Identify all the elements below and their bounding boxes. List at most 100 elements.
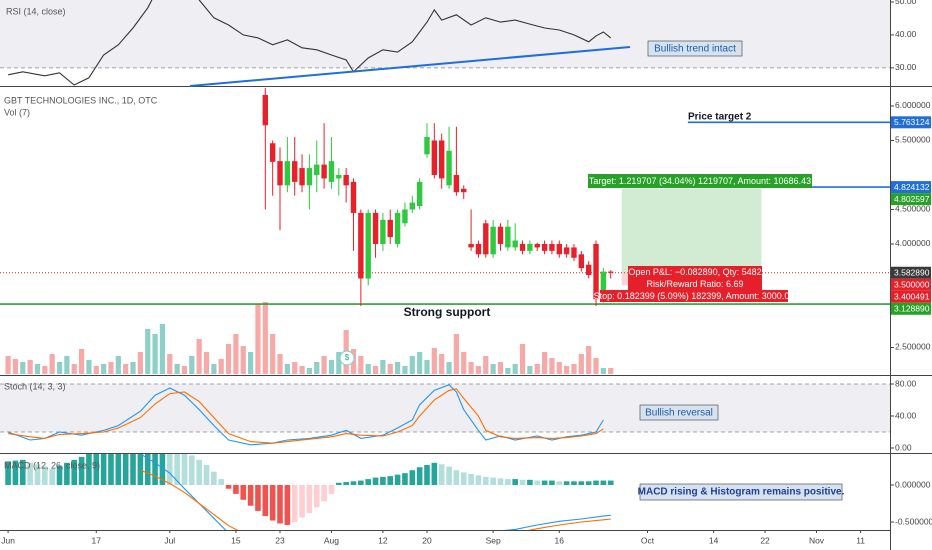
- histogram-bar: [27, 462, 33, 486]
- volume-bar: [130, 362, 136, 374]
- panel: [0, 0, 890, 86]
- target-label: Target: 1.219707 (34.04%) 1219707, Amoun…: [589, 176, 811, 186]
- volume-bar: [358, 356, 364, 374]
- volume-bar: [505, 368, 511, 374]
- histogram-bar: [541, 480, 548, 486]
- candle-body: [512, 240, 518, 248]
- panel-subtitle: Vol (7): [4, 107, 30, 117]
- histogram-bar: [556, 481, 563, 486]
- histogram-bar: [497, 478, 504, 486]
- volume-bar: [49, 354, 55, 374]
- annotation-box: [639, 404, 719, 421]
- candle-body: [608, 271, 614, 273]
- histogram-bar: [585, 481, 592, 486]
- histogram-bar: [343, 482, 349, 486]
- y-tick-label: 0.000000: [895, 479, 931, 489]
- candle-body: [527, 243, 533, 251]
- histogram-bar: [277, 485, 283, 524]
- candle-body: [365, 212, 371, 279]
- volume-bar: [137, 352, 143, 374]
- panel: [0, 383, 890, 446]
- volume-bar: [564, 366, 570, 374]
- volume-bar: [394, 362, 401, 374]
- histogram-bar: [86, 454, 92, 486]
- histogram-bar: [269, 485, 276, 521]
- volume-bar: [299, 366, 305, 374]
- annotation: Bullish trend intact: [654, 44, 736, 55]
- histogram-bar: [365, 479, 371, 486]
- volume-bar: [292, 362, 298, 374]
- volume-bar: [27, 360, 33, 374]
- histogram-bar: [19, 459, 26, 486]
- histogram-bar: [527, 479, 533, 486]
- price-tag: [891, 193, 931, 206]
- volume-bar: [512, 364, 518, 374]
- volume-bar: [534, 364, 540, 374]
- candle-body: [284, 161, 291, 186]
- histogram-bar: [233, 485, 239, 494]
- x-tick-label: 22: [760, 535, 770, 545]
- histogram-bar: [460, 472, 467, 486]
- histogram-bar: [93, 454, 100, 486]
- price-tag-label: 5.763124: [894, 117, 930, 127]
- dividend-icon[interactable]: [339, 350, 355, 366]
- candle-body: [490, 226, 496, 255]
- candle-body: [394, 212, 401, 244]
- histogram-bar: [593, 480, 599, 486]
- histogram-bar: [108, 454, 114, 486]
- candle-body: [593, 243, 599, 300]
- volume-bar: [262, 302, 268, 374]
- y-tick-label: 40.00: [895, 29, 917, 39]
- volume-bar: [159, 324, 166, 374]
- price-tag-label: 3.500000: [894, 280, 930, 290]
- histogram-bar: [225, 485, 232, 489]
- volume-bar: [64, 356, 70, 374]
- volume-bar: [468, 362, 474, 374]
- x-tick-label: Aug: [324, 535, 339, 545]
- panel-title: Stoch (14, 3, 3): [4, 381, 66, 391]
- x-tick-label: 11: [856, 535, 865, 545]
- price-tag: [891, 266, 931, 279]
- volume-bar: [306, 368, 313, 374]
- volume-bar: [380, 360, 386, 374]
- histogram-bar: [328, 485, 335, 494]
- candle-body: [343, 174, 349, 186]
- volume-bar: [270, 334, 276, 374]
- volume-bar: [519, 344, 526, 374]
- histogram-bar: [262, 485, 269, 517]
- histogram-bar: [181, 454, 188, 486]
- pnl-label-box: [628, 266, 762, 278]
- volume-bar: [34, 364, 41, 374]
- x-tick-label: 12: [378, 535, 388, 545]
- histogram-bar: [519, 479, 526, 486]
- volume-bar: [446, 362, 452, 374]
- candle-body: [563, 247, 570, 255]
- volume-bar: [225, 344, 232, 374]
- x-tick-label: 14: [709, 535, 719, 545]
- histogram-bar: [159, 454, 166, 486]
- volume-bar: [461, 352, 467, 374]
- volume-bar: [321, 356, 327, 374]
- histogram-bar: [409, 470, 416, 486]
- candle-body: [453, 174, 460, 193]
- series-line: [8, 388, 604, 444]
- histogram-bar: [534, 480, 541, 486]
- histogram-bar: [372, 477, 379, 486]
- volume-bar: [608, 368, 614, 374]
- histogram-bar: [130, 454, 136, 486]
- histogram-bar: [12, 460, 19, 486]
- candle-body: [416, 181, 423, 207]
- price-tag: [891, 302, 931, 315]
- histogram-bar: [490, 477, 496, 486]
- pnl-label: Open P&L: −0.082890, Qty: 5482: [628, 267, 761, 277]
- histogram-bar: [438, 464, 445, 486]
- histogram-bar: [482, 476, 489, 486]
- volume-bar: [556, 362, 562, 374]
- histogram-bar: [475, 475, 482, 486]
- x-tick-label: Jun: [1, 535, 15, 545]
- y-tick-label: -0.500000: [895, 516, 932, 526]
- candle-body: [497, 226, 504, 244]
- volume-bar: [203, 352, 210, 374]
- series-line: [139, 454, 611, 530]
- candle-body: [358, 212, 364, 279]
